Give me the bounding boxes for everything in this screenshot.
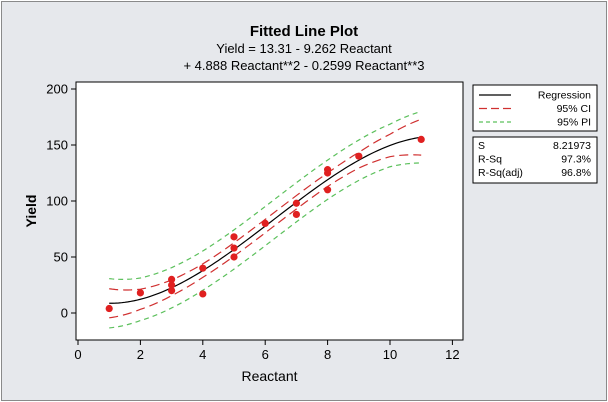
x-tick-label: 10 (383, 347, 397, 362)
ci-upper-line (109, 118, 422, 291)
y-tick-label: 200 (46, 82, 68, 97)
y-tick-label: 50 (54, 250, 68, 265)
legend-label: 95% CI (557, 103, 591, 115)
data-point (168, 275, 176, 283)
data-point (230, 253, 238, 261)
data-point (230, 233, 238, 241)
y-tick-label: 150 (46, 138, 68, 153)
data-point (168, 281, 176, 289)
data-point (417, 135, 425, 143)
data-point (199, 264, 207, 272)
legend-box (472, 84, 598, 132)
data-point (292, 210, 300, 219)
legend-label: 95% PI (557, 117, 591, 129)
y-axis-label: Yield (23, 195, 39, 228)
data-point (324, 169, 332, 177)
data-point (261, 219, 269, 227)
data-point (105, 304, 113, 313)
data-point (136, 289, 144, 297)
data-point (355, 152, 363, 160)
pi-lower-line (109, 162, 422, 329)
stats-label: R-Sq(adj) (478, 167, 523, 179)
y-tick-label: 0 (61, 306, 68, 321)
data-point (199, 290, 207, 298)
equation-line-1: Yield = 13.31 - 9.262 Reactant (216, 41, 392, 56)
x-tick-label: 6 (262, 347, 269, 362)
x-tick-label: 12 (445, 347, 459, 362)
data-point (292, 199, 300, 207)
y-tick-label: 100 (46, 194, 68, 209)
x-tick-label: 0 (74, 347, 81, 362)
equation-line-2: + 4.888 Reactant**2 - 0.2599 Reactant**3 (183, 58, 424, 73)
stats-value: 96.8% (561, 167, 591, 179)
legend-label: Regression (538, 90, 591, 102)
data-point (230, 244, 238, 252)
stats-value: 97.3% (561, 154, 591, 166)
stats-value: 8.21973 (553, 140, 591, 152)
stats-label: R-Sq (478, 154, 502, 166)
x-tick-label: 2 (137, 347, 144, 362)
stats-box (472, 136, 598, 184)
stats-label: S (478, 140, 485, 152)
x-tick-label: 4 (199, 347, 206, 362)
data-point (168, 287, 176, 295)
x-axis-label: Reactant (241, 368, 297, 384)
data-point (324, 186, 332, 194)
plot-area (75, 81, 464, 341)
x-tick-label: 8 (324, 347, 331, 362)
chart-title: Fitted Line Plot (250, 23, 358, 40)
